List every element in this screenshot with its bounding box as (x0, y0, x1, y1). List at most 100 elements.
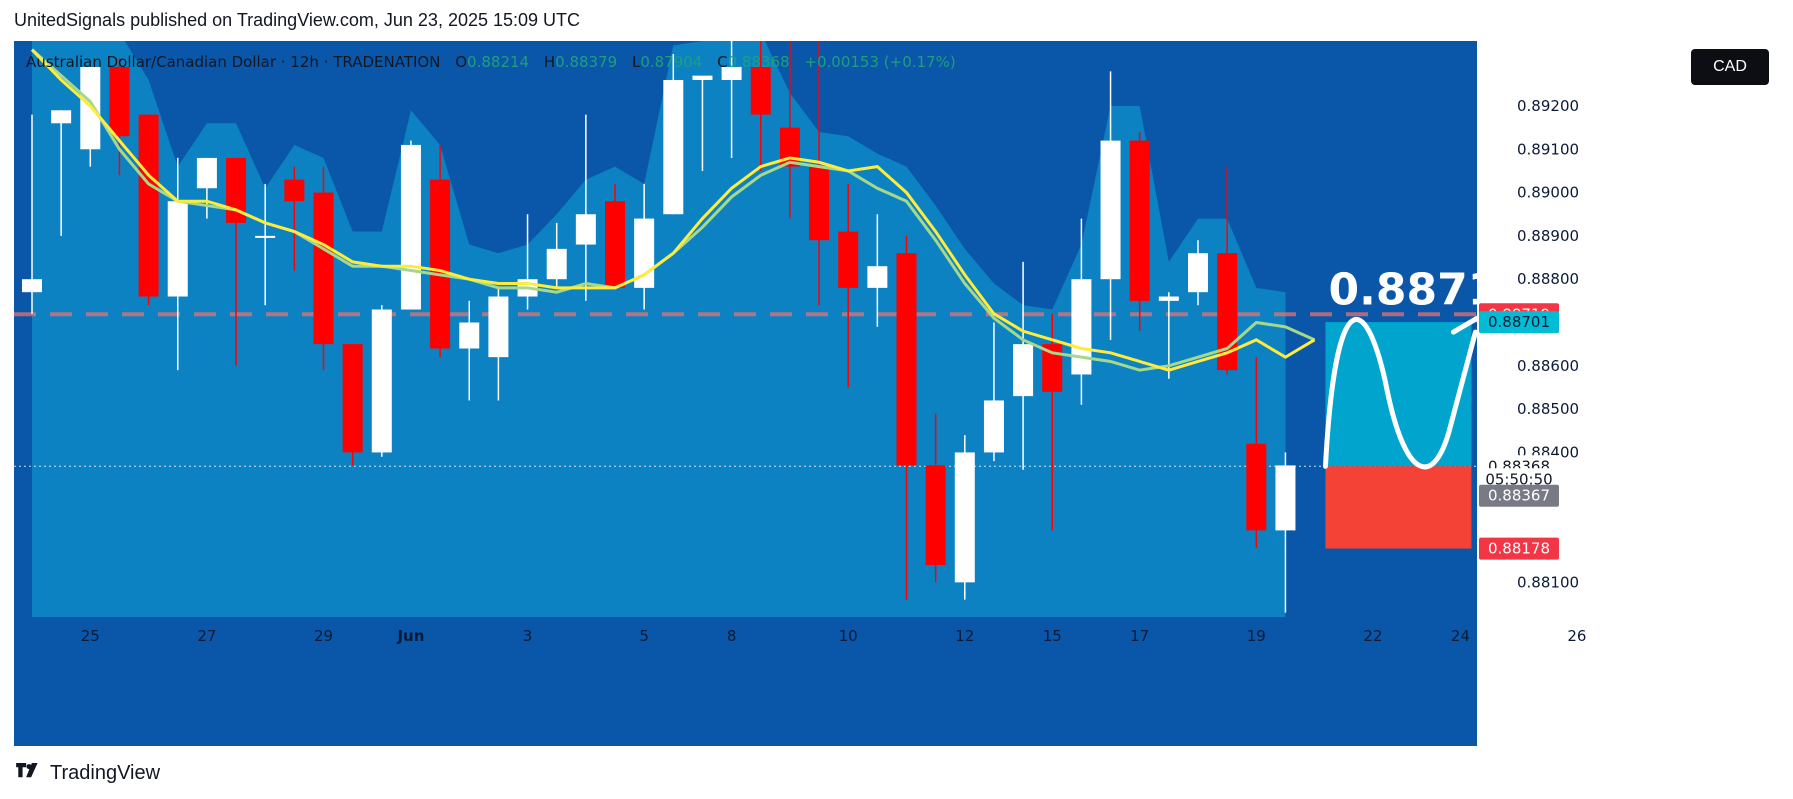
legend-high-value: 0.88379 (555, 53, 618, 71)
candle (1013, 261, 1034, 470)
candle (546, 222, 567, 288)
candle (954, 435, 975, 600)
candle-body (1217, 253, 1238, 371)
candle-body (1158, 296, 1179, 301)
x-tick-label: 22 (1363, 627, 1382, 645)
stop-loss-zone (1325, 466, 1472, 549)
price-tag: 0.88367 (1479, 484, 1559, 507)
candle-body (925, 465, 946, 566)
candle (488, 287, 509, 401)
y-tick-label: 0.88500 (1517, 400, 1579, 418)
candle (109, 58, 130, 176)
x-tick-label: 12 (955, 627, 974, 645)
candle-body (1013, 344, 1034, 397)
long-target-zone (1325, 322, 1472, 467)
currency-button[interactable]: CAD (1691, 49, 1769, 85)
y-tick-label: 0.88600 (1517, 357, 1579, 375)
chart-frame[interactable]: 0.8871 0.89200 0.89100 0.89000 0.88900 0.8880… (14, 41, 1779, 746)
candle-body (255, 235, 276, 238)
tradingview-brand-text: TradingView (50, 761, 161, 784)
candle-body (575, 214, 596, 245)
y-tick-label: 0.88900 (1517, 227, 1579, 245)
legend-high-label: H (543, 53, 556, 71)
candle (925, 413, 946, 583)
candle (371, 305, 392, 457)
candle (605, 183, 625, 288)
price-tag-bg (1479, 311, 1559, 334)
legend-open-label: O (455, 53, 468, 71)
y-tick-label: 0.88100 (1517, 573, 1579, 591)
candle-body (459, 322, 480, 349)
tradingview-logo[interactable]: TradingView (14, 760, 160, 786)
x-tick-label: 19 (1247, 627, 1266, 645)
x-tick-label: 27 (197, 627, 216, 645)
candle (22, 114, 42, 314)
candle-body (371, 309, 392, 453)
candle-body (109, 66, 130, 137)
candle (779, 41, 800, 219)
x-tick-label: 10 (839, 627, 858, 645)
chart-svg: 0.8871 0.89200 0.89100 0.89000 0.88900 0.8880… (14, 41, 1779, 746)
candle-body (226, 157, 247, 223)
x-tick-label: 8 (727, 627, 737, 645)
candle-body (1071, 279, 1092, 375)
candle (1246, 357, 1267, 548)
candle-body (692, 75, 713, 80)
candle-body (1129, 140, 1150, 301)
price-tag-label: 05:50:50 (1485, 470, 1552, 488)
time-axis-band (14, 617, 1477, 666)
legend-symbol: Australian Dollar/Canadian Dollar · 12h … (26, 53, 441, 71)
candle-body (896, 253, 917, 466)
candle-body (867, 266, 888, 288)
candle-body (51, 110, 72, 124)
candle (226, 157, 247, 366)
candle-body (750, 66, 771, 115)
price-tag: 0.88701 (1479, 311, 1559, 334)
price-tag-bg (1479, 484, 1559, 507)
symbol-legend: Australian Dollar/Canadian Dollar · 12h … (26, 53, 956, 71)
candle (896, 235, 917, 600)
candle-body (22, 279, 42, 293)
price-axis-panel (1477, 41, 1779, 746)
candle-body (400, 144, 421, 310)
candle-body (1100, 140, 1121, 280)
legend-change: +0.00153 (+0.17%) (804, 53, 956, 71)
x-tick-label: 17 (1130, 627, 1149, 645)
candle-body (1188, 253, 1208, 293)
candle (721, 41, 742, 158)
x-tick-label: 29 (314, 627, 333, 645)
candle (51, 110, 72, 236)
candle-body (605, 201, 625, 288)
candle (575, 114, 596, 301)
y-tick-label: 0.88800 (1517, 270, 1579, 288)
legend-low-value: 0.87904 (640, 53, 703, 71)
candle-body (983, 400, 1004, 453)
price-tag-label: 0.88367 (1488, 487, 1550, 505)
candle (342, 344, 363, 466)
candle (867, 214, 888, 327)
candle (400, 140, 421, 310)
candle (750, 41, 771, 171)
candle (1275, 452, 1296, 613)
candle-body (838, 231, 859, 288)
candle-body (138, 114, 159, 297)
candle-body (167, 201, 188, 297)
legend-close-label: C (717, 53, 728, 71)
x-tick-label: 5 (639, 627, 649, 645)
candle (983, 322, 1004, 462)
y-tick-label: 0.89200 (1517, 97, 1579, 115)
candle (138, 114, 159, 306)
candle (1100, 71, 1121, 340)
candle-body (1246, 443, 1267, 531)
candle-body (954, 452, 975, 583)
candle (167, 157, 188, 371)
price-tag-label: 0.88701 (1488, 313, 1550, 331)
candle (838, 183, 859, 388)
y-tick-label: 0.89100 (1517, 140, 1579, 158)
legend-low-label: L (631, 53, 641, 71)
candle-body (721, 66, 742, 80)
price-tag: 0.88178 (1479, 537, 1559, 560)
publish-header: UnitedSignals published on TradingView.c… (14, 10, 581, 30)
candle (459, 300, 480, 401)
x-tick-label: 24 (1451, 627, 1470, 645)
